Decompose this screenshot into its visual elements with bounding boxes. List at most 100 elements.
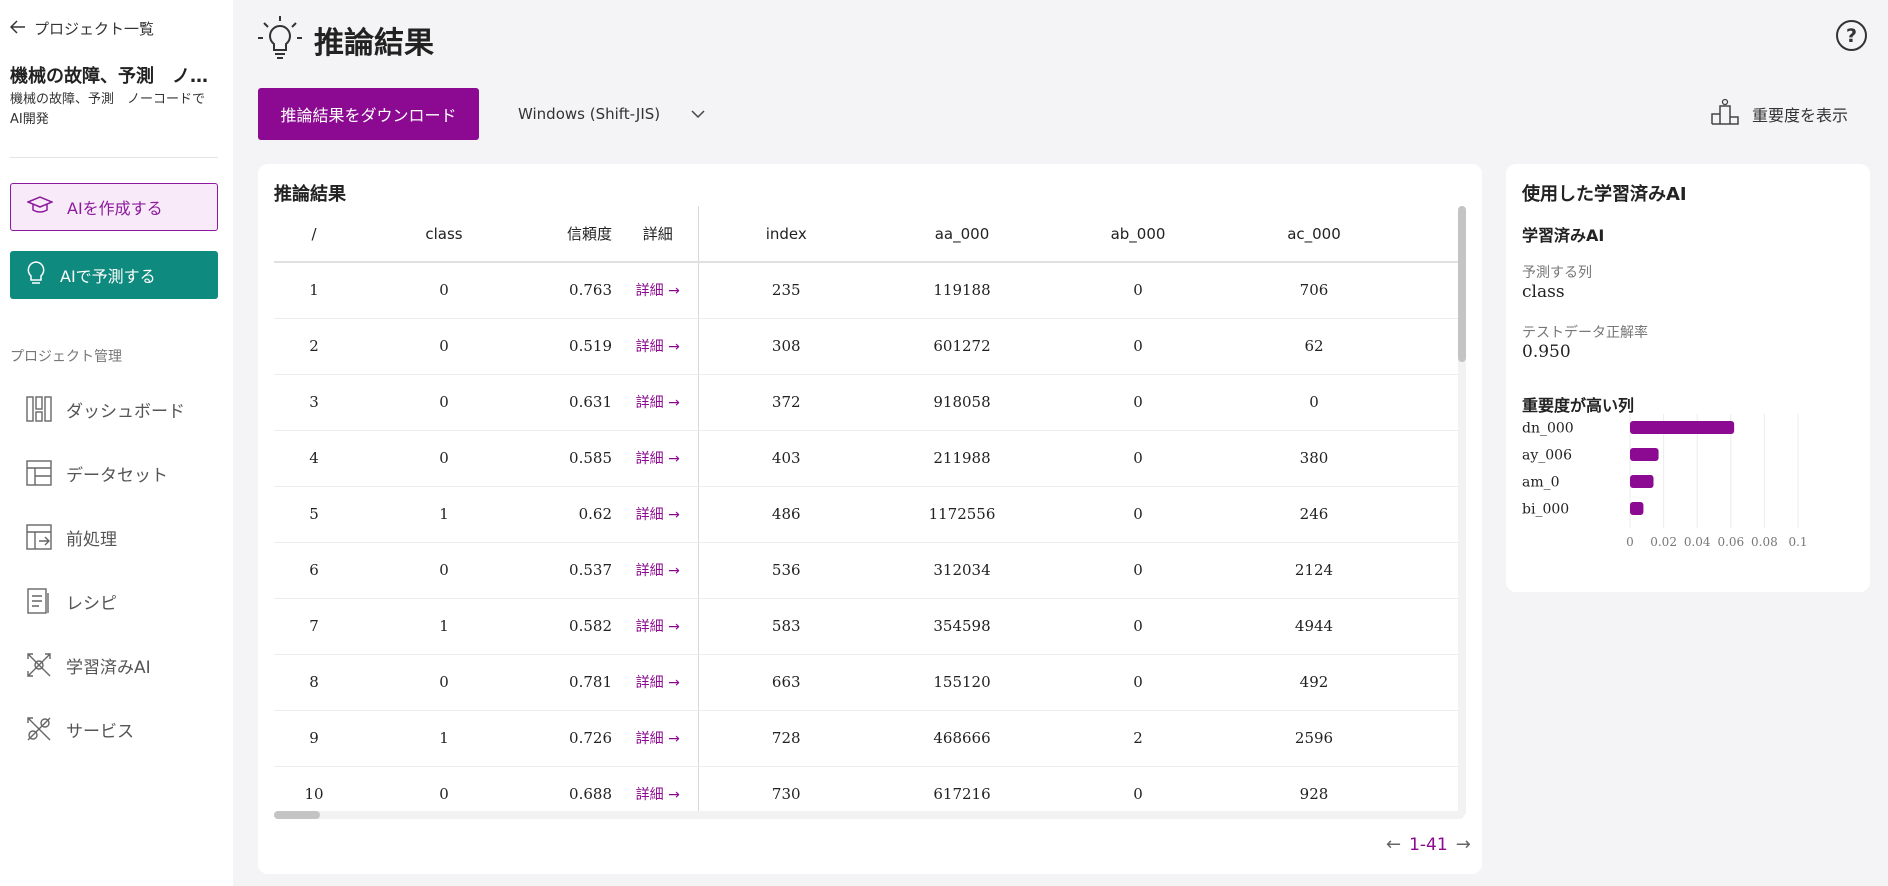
help-icon[interactable]: ? <box>1836 20 1867 51</box>
sidebar-item-trained-ai[interactable]: 学習済みAI <box>24 645 151 685</box>
preprocess-icon <box>24 522 54 552</box>
table-cell: 0 <box>1050 766 1226 816</box>
column-header[interactable]: 詳細 <box>618 206 699 263</box>
page-header: 推論結果 <box>256 14 434 66</box>
show-importance-button[interactable]: 重要度を表示 <box>1710 98 1848 130</box>
column-header[interactable]: / <box>274 206 354 263</box>
results-card: 推論結果 / class 信頼度 詳細 index aa_000 ab_000 … <box>258 164 1482 874</box>
detail-cell: 詳細 → <box>618 598 699 655</box>
detail-link[interactable]: 詳細 → <box>636 787 680 803</box>
column-header[interactable]: index <box>698 206 874 263</box>
predict-column-value: class <box>1522 282 1565 302</box>
results-table: / class 信頼度 詳細 index aa_000 ab_000 ac_00… <box>274 206 1458 816</box>
recipe-icon <box>24 586 54 616</box>
detail-label: 詳細 <box>635 451 664 467</box>
page-range: 1-41 <box>1409 834 1448 855</box>
detail-label: 詳細 <box>635 395 664 411</box>
back-link-label: プロジェクト一覧 <box>34 20 155 38</box>
table-cell: 2596 <box>1226 710 1402 767</box>
encoding-select[interactable]: Windows (Shift-JIS) <box>518 100 708 128</box>
trained-ai-panel: 使用した学習済みAI 学習済みAI 予測する列 class テストデータ正解率 … <box>1506 164 1870 592</box>
detail-cell: 詳細 → <box>618 374 699 431</box>
detail-label: 詳細 <box>635 563 664 579</box>
table-cell <box>1402 542 1458 599</box>
chevron-down-icon <box>690 105 706 123</box>
table-cell: 730 <box>698 766 874 816</box>
column-header[interactable]: ab_000 <box>1050 206 1226 263</box>
table-cell: 536 <box>698 542 874 599</box>
detail-cell: 詳細 → <box>618 262 699 319</box>
category-label: ay_006 <box>1522 448 1572 464</box>
results-table-wrapper[interactable]: / class 信頼度 詳細 index aa_000 ab_000 ac_00… <box>274 206 1458 816</box>
accuracy-label: テストデータ正解率 <box>1522 325 1648 341</box>
x-tick-label: 0.06 <box>1717 535 1744 549</box>
table-cell: 7 <box>274 598 354 655</box>
sidebar-item-service[interactable]: サービス <box>24 709 134 749</box>
sidebar-item-recipe[interactable]: レシピ <box>24 581 117 621</box>
table-cell: 0 <box>1050 318 1226 375</box>
detail-link[interactable]: 詳細 → <box>636 507 680 523</box>
detail-label: 詳細 <box>635 619 664 635</box>
table-cell: 6 <box>274 542 354 599</box>
column-header[interactable]: aa_000 <box>874 206 1050 263</box>
detail-label: 詳細 <box>635 283 664 300</box>
section-label: プロジェクト管理 <box>10 349 122 365</box>
sidebar-item-preprocess[interactable]: 前処理 <box>24 517 117 557</box>
column-header[interactable]: class <box>354 206 534 263</box>
column-header[interactable]: ac_000 <box>1226 206 1402 263</box>
detail-label: 詳細 <box>635 675 664 691</box>
table-cell <box>1402 654 1458 711</box>
detail-link[interactable]: 詳細 → <box>636 283 680 299</box>
ai-panel-subtitle: 学習済みAI <box>1522 226 1605 245</box>
table-cell: 0 <box>1050 262 1226 319</box>
horizontal-scrollbar-track[interactable] <box>274 811 1464 819</box>
x-tick-label: 0.02 <box>1650 535 1677 549</box>
back-to-projects-link[interactable]: プロジェクト一覧 <box>9 18 155 39</box>
create-ai-button[interactable]: AIを作成する <box>10 183 218 231</box>
sidebar-item-dataset[interactable]: データセット <box>24 453 168 493</box>
horizontal-scrollbar[interactable] <box>274 811 320 819</box>
vertical-scrollbar[interactable] <box>1458 206 1466 362</box>
detail-cell: 詳細 → <box>618 486 699 543</box>
detail-label: 詳細 <box>635 787 664 803</box>
table-cell: 0 <box>1050 598 1226 655</box>
detail-link[interactable]: 詳細 → <box>636 731 680 747</box>
predict-ai-button[interactable]: AIで予測する <box>10 251 218 299</box>
table-cell: 0.631 <box>534 374 618 431</box>
ai-panel-title: 使用した学習済みAI <box>1522 184 1687 205</box>
column-header[interactable]: a <box>1402 206 1458 263</box>
sidebar-item-dashboard[interactable]: ダッシュボード <box>24 389 185 429</box>
detail-link[interactable]: 詳細 → <box>636 675 680 691</box>
table-cell: 2124 <box>1226 542 1402 599</box>
detail-label: 詳細 <box>635 507 664 523</box>
show-importance-label: 重要度を表示 <box>1752 106 1849 125</box>
predict-ai-label: AIで予測する <box>60 267 156 286</box>
importance-bar <box>1630 448 1659 461</box>
detail-link[interactable]: 詳細 → <box>636 395 680 411</box>
sidebar: プロジェクト一覧 機械の故障、予測 ノーコードでAI開発 機械の故障、予測 ノー… <box>0 0 233 886</box>
arrow-right-icon: → <box>663 675 680 691</box>
arrow-right-icon: → <box>663 619 680 635</box>
lightbulb-icon <box>26 260 46 290</box>
detail-link[interactable]: 詳細 → <box>636 563 680 579</box>
importance-title: 重要度が高い列 <box>1522 396 1635 415</box>
table-cell: 0 <box>1050 542 1226 599</box>
project-title: 機械の故障、予測 ノーコードでAI開発 <box>10 66 225 87</box>
arrow-left-icon[interactable]: ← <box>1386 834 1402 855</box>
arrow-right-icon[interactable]: → <box>1455 834 1471 855</box>
detail-link[interactable]: 詳細 → <box>636 619 680 635</box>
table-cell: 403 <box>698 430 874 487</box>
column-header[interactable]: 信頼度 <box>534 206 618 263</box>
dashboard-icon <box>24 394 54 424</box>
arrow-right-icon: → <box>663 507 680 523</box>
table-cell: 3 <box>274 374 354 431</box>
table-cell: 62 <box>1226 318 1402 375</box>
table-cell: 0.537 <box>534 542 618 599</box>
arrow-right-icon: → <box>663 395 680 411</box>
importance-bar <box>1630 502 1644 515</box>
detail-link[interactable]: 詳細 → <box>636 339 680 355</box>
download-results-button[interactable]: 推論結果をダウンロード <box>258 88 479 140</box>
detail-link[interactable]: 詳細 → <box>636 451 680 467</box>
vertical-scrollbar-track[interactable] <box>1458 206 1466 816</box>
table-row: 2 0 0.519 詳細 → 308 601272 0 62 <box>274 318 1458 375</box>
